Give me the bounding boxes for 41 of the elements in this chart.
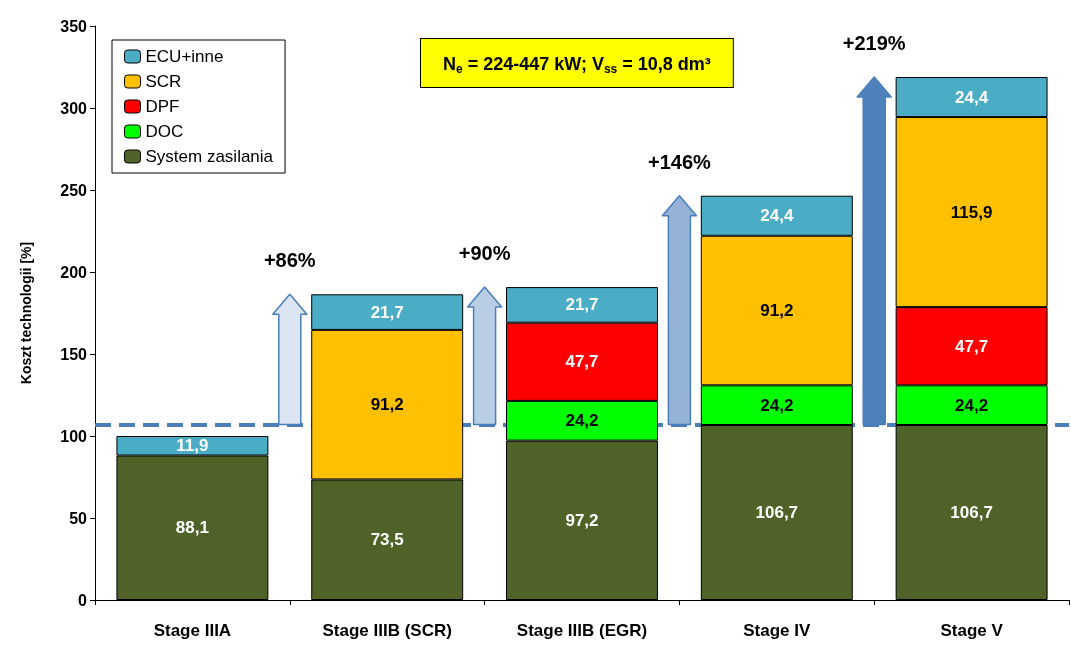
data-label: 73,5 — [370, 530, 404, 550]
y-tick-label: 150 — [60, 345, 88, 363]
data-label: 106,7 — [755, 503, 799, 523]
data-label: 21,7 — [565, 295, 599, 315]
legend-label: DPF — [145, 97, 180, 116]
data-label: 24,4 — [955, 87, 989, 107]
y-tick-label: 100 — [60, 427, 88, 445]
data-label: 47,7 — [565, 352, 599, 372]
y-tick-label: 50 — [69, 509, 88, 527]
data-label: 24,2 — [760, 395, 794, 415]
annotation: +146% — [647, 150, 712, 173]
data-label: 106,7 — [950, 503, 993, 523]
y-tick-label: 250 — [60, 181, 88, 199]
annotation: +219% — [842, 32, 906, 54]
x-tick-label: Stage IIIB (EGR) — [516, 621, 648, 640]
y-tick-label: 0 — [78, 591, 88, 609]
y-tick-label: 300 — [60, 99, 88, 117]
data-label: 88,1 — [175, 518, 209, 538]
legend-label: DOC — [145, 122, 184, 141]
x-tick-label: Stage IV — [743, 621, 811, 640]
data-label: 115,9 — [950, 202, 993, 222]
y-tick-label: 200 — [60, 263, 88, 281]
data-label: 24,4 — [760, 206, 794, 226]
legend-label: System zasilania — [145, 147, 274, 166]
x-tick-label: Stage V — [940, 621, 1004, 640]
y-tick-label: 350 — [60, 17, 88, 35]
data-label: 91,2 — [370, 395, 404, 415]
data-label: 91,2 — [760, 301, 794, 321]
data-label: 24,2 — [565, 411, 599, 431]
x-tick-label: Stage IIIB (SCR) — [322, 621, 452, 640]
annotation: +90% — [458, 242, 511, 265]
legend-label: SCR — [145, 72, 182, 91]
data-label: 24,2 — [955, 395, 989, 415]
x-tick-label: Stage IIIA — [153, 621, 232, 640]
legend-label: ECU+inne — [145, 47, 224, 66]
data-label: 97,2 — [565, 510, 599, 530]
y-axis-title: Koszt technologii [%] — [18, 241, 34, 385]
data-label: 47,7 — [955, 336, 989, 356]
data-label: 21,7 — [370, 302, 404, 322]
data-label: 11,9 — [176, 436, 209, 456]
annotation: +86% — [263, 249, 316, 272]
